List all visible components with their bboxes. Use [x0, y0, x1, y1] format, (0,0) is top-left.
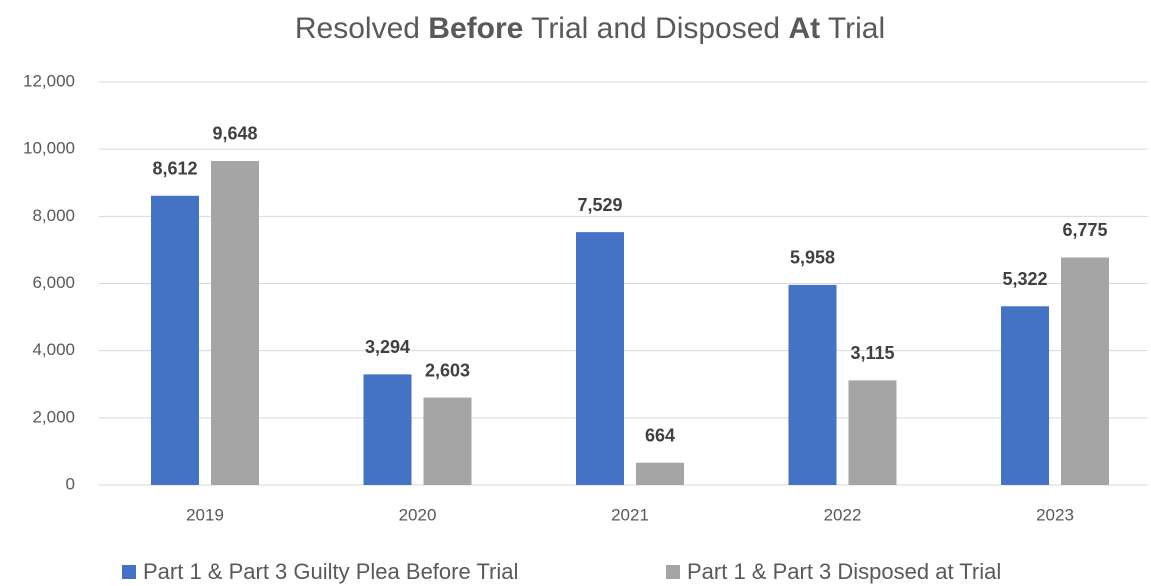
- legend-label: Part 1 & Part 3 Guilty Plea Before Trial: [143, 559, 518, 584]
- y-tick-label: 8,000: [32, 206, 75, 225]
- bar: [423, 397, 472, 485]
- y-tick-label: 0: [66, 474, 75, 493]
- x-tick-label: 2020: [399, 505, 437, 524]
- legend-label: Part 1 & Part 3 Disposed at Trial: [687, 559, 1001, 584]
- value-label: 7,529: [577, 195, 622, 215]
- y-tick-label: 6,000: [32, 273, 75, 292]
- title-part: Trial and Disposed: [523, 12, 788, 45]
- value-label: 5,958: [790, 248, 835, 268]
- title-part: At: [788, 12, 820, 45]
- value-label: 5,322: [1002, 269, 1047, 289]
- bar: [788, 284, 837, 485]
- title-part: Before: [428, 12, 523, 45]
- value-label: 6,775: [1062, 220, 1107, 240]
- value-label: 8,612: [152, 159, 197, 179]
- x-tick-label: 2022: [824, 505, 862, 524]
- x-tick-label: 2019: [186, 505, 224, 524]
- value-label: 3,294: [365, 337, 410, 357]
- bar: [211, 160, 259, 485]
- x-tick-label: 2023: [1036, 505, 1074, 524]
- bar: [636, 462, 684, 485]
- x-tick-label: 2021: [611, 505, 649, 524]
- y-tick-label: 10,000: [23, 139, 75, 158]
- y-tick-label: 4,000: [32, 340, 75, 359]
- title-part: Trial: [820, 12, 885, 45]
- y-tick-label: 12,000: [23, 71, 75, 90]
- y-tick-label: 2,000: [32, 407, 75, 426]
- bar: [151, 195, 199, 485]
- title-part: Resolved: [295, 12, 428, 45]
- bar: [1061, 257, 1109, 485]
- legend-swatch: [122, 565, 136, 579]
- bar: [576, 232, 624, 485]
- bar: [848, 380, 897, 485]
- legend-swatch: [666, 565, 680, 579]
- bar: [363, 374, 412, 485]
- chart-title: Resolved Before Trial and Disposed At Tr…: [295, 12, 885, 45]
- value-label: 3,115: [850, 343, 894, 363]
- value-label: 9,648: [212, 124, 257, 144]
- bar: [1001, 306, 1049, 485]
- value-label: 2,603: [425, 360, 470, 380]
- value-label: 664: [645, 425, 675, 445]
